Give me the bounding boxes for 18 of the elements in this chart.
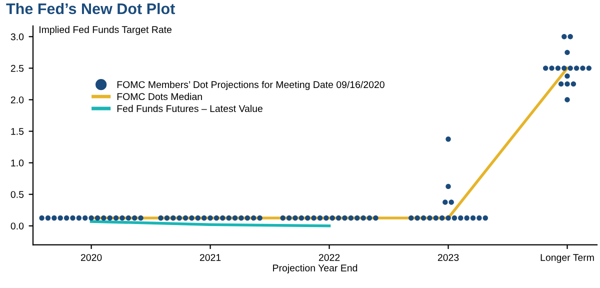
x-tick-label: 2021 [200,254,221,261]
legend-label: FOMC Dots Median [117,92,202,100]
legend-label: FOMC Members’ Dot Projections for Meeting Date 09/16/2020 [117,80,384,90]
y-tick-label: 1.5 [11,128,24,135]
x-tick-label: 2020 [80,254,102,261]
legend-label: Fed Funds Futures – Latest Value [117,104,262,112]
y-tick-label: 2.0 [10,96,24,104]
y-tick-label: 1.0 [11,160,24,166]
y-tick-label: 0.5 [10,191,24,198]
x-tick-label: 2023 [438,254,459,261]
y-axis-title: Implied Fed Funds Target Rate [40,26,172,35]
x-tick-label: 2022 [318,254,340,261]
chart-title: The Fed’s New Dot Plot [6,2,176,14]
x-tick-label: Longer Term [540,254,594,263]
y-tick-label: 0.0 [10,222,24,230]
x-axis-title: Projection Year End [273,264,358,274]
y-tick-label: 3.0 [10,33,24,40]
y-tick-label: 2.5 [10,64,24,72]
